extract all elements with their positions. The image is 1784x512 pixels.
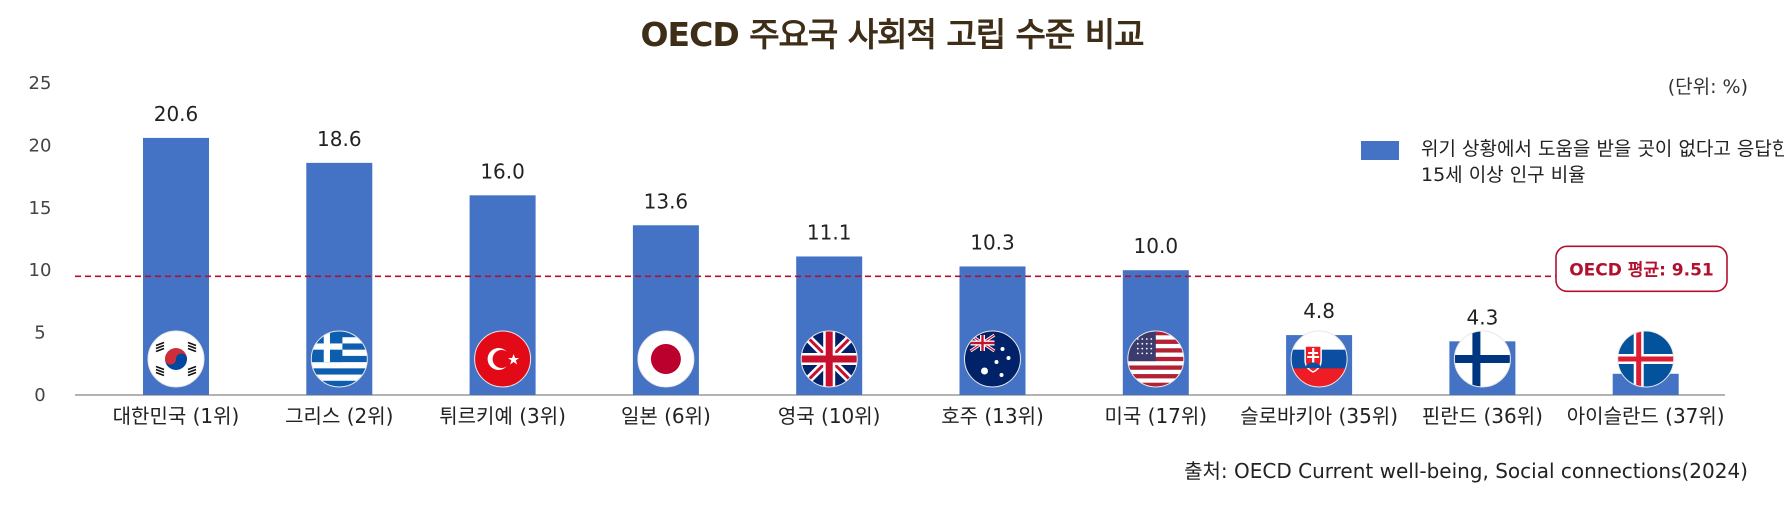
greece-flag-icon xyxy=(310,330,368,388)
y-tick-label: 25 xyxy=(29,73,52,94)
category-label: 대한민국 (1위) xyxy=(113,404,240,428)
category-label: 핀란드 (36위) xyxy=(1422,404,1543,428)
oecd-average-label: OECD 평균: 9.51 xyxy=(1569,260,1714,280)
category-label: 일본 (6위) xyxy=(621,404,711,428)
value-label: 4.8 xyxy=(1303,299,1335,323)
value-label: 20.6 xyxy=(154,102,199,126)
usa-flag-icon xyxy=(1127,330,1185,388)
australia-flag-icon xyxy=(964,330,1021,388)
legend-swatch xyxy=(1361,141,1399,160)
y-tick-label: 20 xyxy=(29,135,52,156)
value-label: 18.6 xyxy=(317,127,362,151)
unit-label: (단위: %) xyxy=(1667,76,1748,98)
legend-label: 위기 상황에서 도움을 받을 곳이 없다고 응답한 15세 이상 인구 비율 xyxy=(1421,138,1784,186)
value-label: 13.6 xyxy=(644,189,689,213)
value-label: 11.1 xyxy=(807,220,852,244)
category-label: 아이슬란드 (37위) xyxy=(1567,404,1725,428)
legend: 위기 상황에서 도움을 받을 곳이 없다고 응답한 15세 이상 인구 비율 xyxy=(1361,136,1784,188)
chart-title: OECD 주요국 사회적 고립 수준 비교 xyxy=(640,15,1145,54)
oecd-average-badge xyxy=(1555,245,1728,293)
value-label: 16.0 xyxy=(480,159,525,183)
iceland-flag-icon xyxy=(1617,330,1675,388)
value-label: 10.0 xyxy=(1134,234,1179,258)
korea-flag-icon xyxy=(147,330,205,388)
category-label: 슬로바키아 (35위) xyxy=(1240,404,1398,428)
category-label: 호주 (13위) xyxy=(941,404,1044,428)
japan-flag-icon xyxy=(637,330,695,388)
source-note: 출처: OECD Current well-being, Social conn… xyxy=(1184,459,1748,483)
turkey-flag-icon xyxy=(474,330,532,388)
value-label: 10.3 xyxy=(970,230,1015,254)
y-tick-label: 15 xyxy=(29,198,52,219)
y-tick-label: 0 xyxy=(34,385,45,406)
category-label: 미국 (17위) xyxy=(1104,404,1207,428)
value-label: 4.3 xyxy=(1466,305,1498,329)
y-tick-label: 5 xyxy=(34,323,45,344)
finland-flag-icon xyxy=(1453,330,1511,388)
y-tick-label: 10 xyxy=(29,260,52,281)
category-label: 영국 (10위) xyxy=(778,404,881,428)
category-label: 튀르키예 (3위) xyxy=(439,404,566,428)
category-label: 그리스 (2위) xyxy=(285,404,393,428)
uk-flag-icon xyxy=(800,330,858,388)
slovakia-flag-icon xyxy=(1290,330,1348,388)
